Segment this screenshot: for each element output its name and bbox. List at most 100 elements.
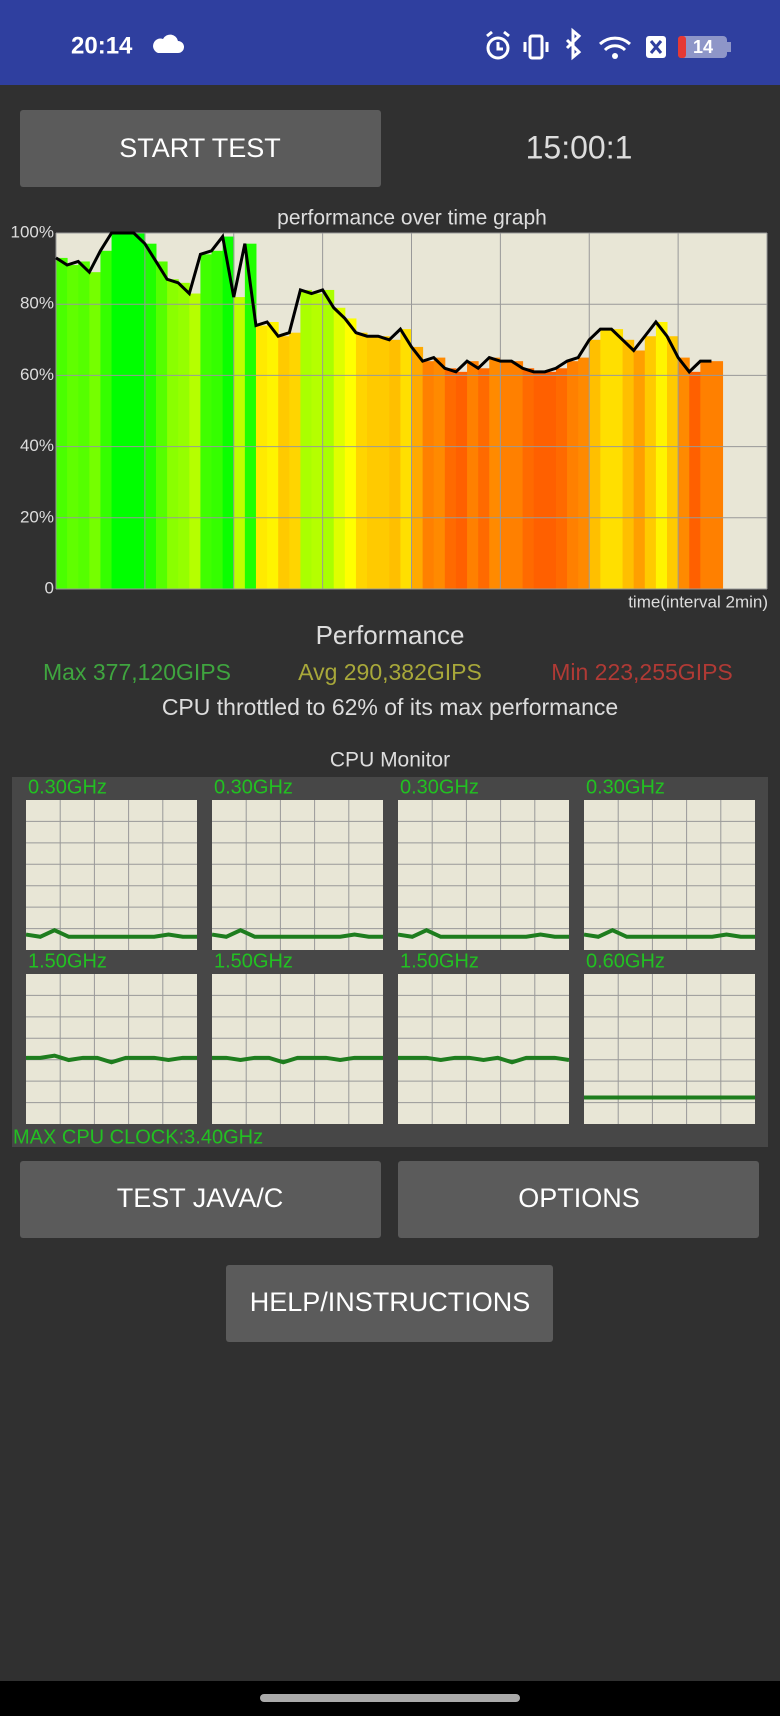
performance-bar [678,357,690,589]
core-frequency: 1.50GHz [400,950,479,972]
performance-bar [222,236,235,589]
battery-text: 14 [693,37,713,57]
test-button-label[interactable]: TEST JAVA/C [117,1183,284,1213]
performance-bar [433,357,446,589]
performance-bar [100,250,113,590]
clock: 20:14 [71,32,133,59]
performance-bar [233,297,246,589]
performance-bar [422,361,435,589]
y-tick-label: 80% [20,294,54,313]
y-tick-label: 100% [11,222,54,241]
core-frequency: 0.30GHz [400,776,479,798]
wifi-dot [612,53,618,59]
core-frequency: 1.50GHz [214,950,293,972]
y-tick-label: 20% [20,507,54,526]
core-graph [26,800,197,950]
performance-bar [522,368,535,589]
performance-bar [144,243,157,589]
performance-bar [111,233,124,589]
core-line [212,1055,383,1065]
performance-bar [600,329,612,589]
core-graph [26,974,197,1124]
core-line [398,1055,570,1065]
performance-bar [533,371,546,589]
performance-bar [467,361,479,589]
performance-bar [244,243,257,589]
performance-bar [133,233,146,589]
performance-bar [411,346,424,589]
performance-bar [478,368,490,589]
performance-bar [67,265,79,589]
battery [678,36,727,58]
sim-x [649,40,663,54]
max-performance: Max 377,120GIPS [43,659,231,685]
performance-bar [578,357,590,589]
start-button-label[interactable]: START TEST [119,133,281,163]
home-pill[interactable] [260,1694,520,1702]
options-button[interactable] [398,1161,759,1238]
performance-bar [700,361,712,589]
performance-bar [644,336,657,589]
performance-bar [355,332,368,589]
help-button-label[interactable]: HELP/INSTRUCTIONS [250,1287,531,1317]
performance-bar [444,368,457,589]
performance-bar [633,350,646,589]
performance-bar [278,336,290,589]
performance-bar [211,250,224,590]
core-frequency: 1.50GHz [28,950,107,972]
core-line [26,1053,197,1065]
performance-bar [344,318,357,589]
core-line [25,927,197,939]
performance-bar [655,322,668,589]
performance-title: Performance [316,620,465,650]
core-graph [584,974,755,1124]
core-frequency: 0.30GHz [214,776,293,798]
performance-bar [489,357,501,589]
status-icons [486,27,632,61]
performance-bar [378,336,390,589]
performance-bar [567,361,579,589]
performance-bar [544,371,557,589]
test-button[interactable] [20,1161,381,1238]
core-graph [398,974,569,1124]
performance-bar [667,336,679,589]
core-graph [398,800,569,950]
performance-bar [333,307,346,589]
performance-bar [56,257,68,589]
core-frequency: 0.60GHz [586,950,665,972]
chart-title: performance over time graph [277,207,547,230]
performance-bar [155,261,168,589]
core-graph [584,800,755,950]
core-graph [212,974,383,1124]
performance-bar [289,332,301,589]
performance-bar [200,254,213,590]
avg-performance: Avg 290,382GIPS [298,659,482,685]
performance-bar [167,279,179,589]
performance-bar [122,233,135,589]
core-frequency: 0.30GHz [586,776,665,798]
performance-bar [611,329,624,589]
performance-bar [300,289,313,589]
performance-bar [500,361,512,589]
options-button-label[interactable]: OPTIONS [518,1183,640,1213]
performance-bar [589,339,601,589]
performance-bar [267,322,279,589]
core-line [211,927,383,939]
y-tick-label: 0 [45,578,54,597]
max-cpu-clock: MAX CPU CLOCK:3.40GHz [13,1126,263,1148]
performance-bar [311,293,324,589]
core-frequency: 0.30GHz [28,776,107,798]
performance-chart: 0 20% 40% 60% 80% 100% [11,222,768,597]
performance-bar [400,329,412,589]
core-graph [212,800,383,950]
performance-bar [622,339,635,589]
battery-level [678,36,686,58]
performance-bar [389,339,401,589]
performance-bar [255,325,268,589]
core-line [397,927,569,939]
help-button[interactable] [226,1265,553,1342]
start-button[interactable] [20,110,381,187]
performance-bar [555,368,568,589]
